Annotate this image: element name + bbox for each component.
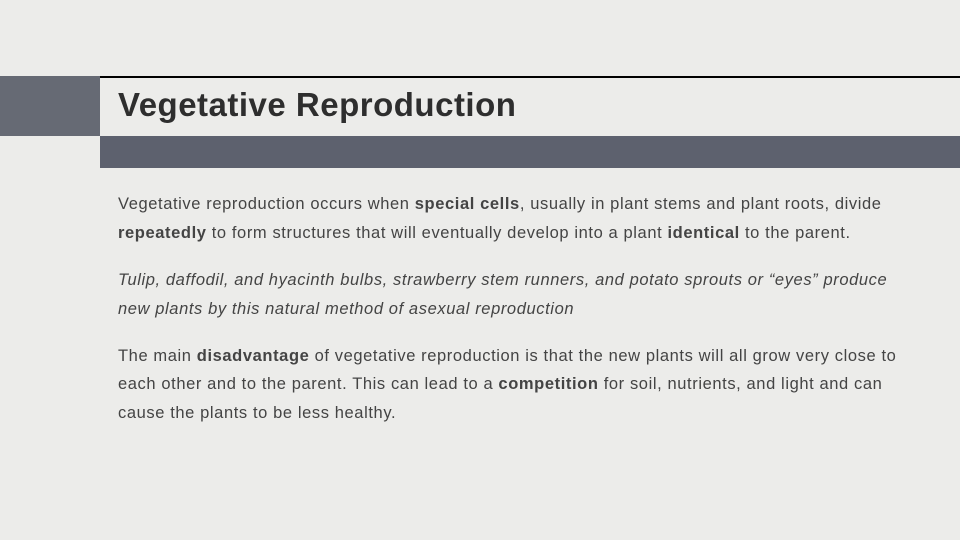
p3-bold-1: disadvantage <box>197 347 310 365</box>
p1-bold-5: identical <box>667 224 739 242</box>
slide-title: Vegetative Reproduction <box>118 86 516 124</box>
slide: Vegetative Reproduction Vegetative repro… <box>0 0 960 540</box>
p1-text-4: to form structures that will eventually … <box>207 224 668 242</box>
p1-bold-3: repeatedly <box>118 224 207 242</box>
horizontal-divider <box>0 76 960 78</box>
p1-bold-1: special cells <box>415 195 520 213</box>
title-underline-bar <box>100 136 960 168</box>
p1-text-6: to the parent. <box>740 224 851 242</box>
p3-text-0: The main <box>118 347 197 365</box>
p1-text-2: , usually in plant stems and plant roots… <box>520 195 882 213</box>
p3-bold-3: competition <box>498 375 598 393</box>
accent-block-left <box>0 76 100 136</box>
slide-body: Vegetative reproduction occurs when spec… <box>118 190 902 446</box>
p1-text-0: Vegetative reproduction occurs when <box>118 195 415 213</box>
paragraph-2-examples: Tulip, daffodil, and hyacinth bulbs, str… <box>118 266 902 324</box>
paragraph-1: Vegetative reproduction occurs when spec… <box>118 190 902 248</box>
paragraph-3: The main disadvantage of vegetative repr… <box>118 342 902 429</box>
